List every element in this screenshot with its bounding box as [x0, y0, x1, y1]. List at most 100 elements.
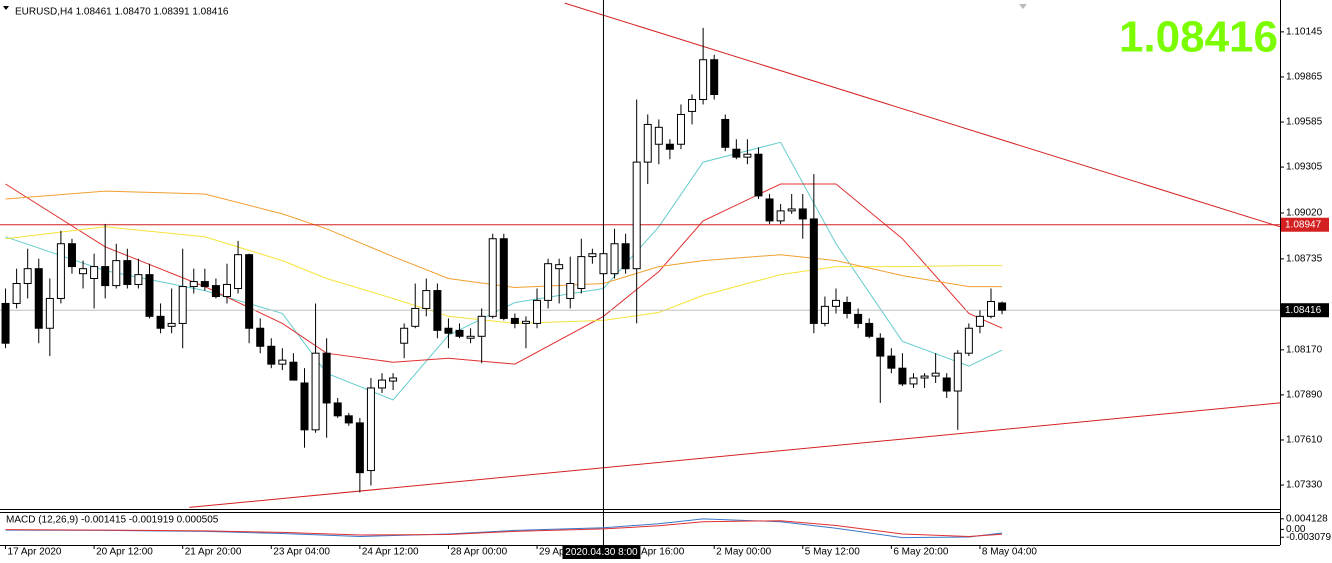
x-tick-label: 20 Apr 12:00 [96, 547, 153, 558]
candle-body [34, 268, 43, 329]
moving-average [5, 183, 1003, 365]
candle-body [975, 315, 984, 327]
candle-body [112, 260, 121, 287]
candle-body [400, 327, 409, 344]
x-tick-label: 30 Apr 16:00 [628, 547, 685, 558]
candle-body [211, 285, 220, 298]
candle-body [12, 282, 21, 304]
candle-body [344, 415, 353, 424]
candle-body [256, 327, 265, 347]
candle-body [533, 299, 542, 324]
candle-body [809, 218, 818, 324]
candle-body [987, 301, 996, 317]
x-tick-label: 8 May 04:00 [982, 547, 1037, 558]
y-tick-label: 1.09865 [1286, 72, 1323, 83]
y-tick-label: 1.09305 [1286, 162, 1323, 173]
y-tick-label: 1.07610 [1286, 435, 1323, 446]
candle-body [743, 153, 752, 158]
candle-body [654, 126, 663, 145]
candle-body [942, 377, 951, 392]
candle-body [267, 345, 276, 365]
candle-body [134, 274, 143, 285]
macd-title: MACD (12,26,9) -0.001415 -0.001919 0.000… [6, 515, 219, 526]
x-tick-label: 21 Apr 20:00 [185, 547, 242, 558]
moving-average [5, 226, 1003, 324]
candle-body [920, 375, 929, 379]
candle-body [477, 315, 486, 337]
candle-body [333, 402, 342, 417]
candle-body [488, 238, 497, 317]
candle-body [964, 327, 973, 354]
macd-y-tick-label: 0.00 [1286, 524, 1306, 535]
candle-body [710, 59, 719, 95]
macd-y-tick-label: -0.003079 [1286, 532, 1331, 543]
x-tick-label: 6 May 20:00 [893, 547, 948, 558]
macd-line [5, 520, 1003, 538]
x-tick-label: 28 Apr 00:00 [450, 547, 507, 558]
candle-body [455, 329, 464, 337]
candle-body [79, 268, 88, 275]
trendline [564, 2, 1281, 228]
candle-body [588, 253, 597, 258]
shift-marker [1019, 4, 1027, 9]
candle-body [466, 335, 475, 339]
macd-line [5, 518, 1003, 539]
y-tick-label: 1.07890 [1286, 390, 1323, 401]
candle-body [1, 302, 10, 344]
candle-body [366, 387, 375, 472]
candle-body [234, 254, 243, 289]
candle-body [45, 297, 54, 329]
x-tick-label: 5 May 12:00 [805, 547, 860, 558]
candle-body [444, 327, 453, 334]
candle-body [222, 283, 231, 298]
candle-body [765, 198, 774, 222]
candle-body [156, 315, 165, 329]
y-tick-label: 1.08170 [1286, 344, 1323, 355]
candle-body [322, 352, 331, 404]
x-tick-label: 2 May 00:00 [716, 547, 771, 558]
candle-body [289, 361, 298, 381]
candle-body [865, 322, 874, 337]
candle-body [167, 322, 176, 327]
candle-body [699, 59, 708, 100]
candle-body [67, 243, 76, 268]
candle-body [433, 290, 442, 331]
candle-body [300, 382, 309, 431]
candle-body [577, 256, 586, 289]
candle-body [145, 274, 154, 317]
candle-body [189, 281, 198, 288]
candle-body [820, 305, 829, 324]
candle-body [499, 238, 508, 319]
candle-body [355, 422, 364, 474]
candle-body [776, 210, 785, 222]
y-tick-label: 1.08735 [1286, 254, 1323, 265]
menu-arrow[interactable] [3, 6, 9, 10]
bid-label: 1.08416 [1285, 305, 1322, 316]
candle-body [754, 153, 763, 197]
level-label: 1.08947 [1285, 219, 1322, 230]
candle-body [521, 320, 530, 324]
y-tick-label: 1.09585 [1286, 117, 1323, 128]
candle-body [411, 307, 420, 327]
bid-box [1281, 303, 1329, 318]
candle-body [610, 243, 619, 275]
candle-body [245, 254, 254, 329]
candle-body [721, 118, 730, 148]
y-tick-label: 1.07330 [1286, 480, 1323, 491]
candle-body [787, 208, 796, 212]
candle-body [101, 266, 110, 287]
candle-body [178, 286, 187, 324]
candle-body [953, 352, 962, 392]
candle-body [887, 355, 896, 369]
candle-body [544, 263, 553, 301]
candle-body [311, 352, 320, 431]
candle-body [378, 379, 387, 389]
candle-body [931, 372, 940, 377]
candle-body [510, 317, 519, 324]
candle-body [123, 260, 132, 285]
candle-body [599, 253, 608, 275]
candle-body [555, 264, 564, 270]
candle-body [876, 337, 885, 357]
candle-body [998, 302, 1007, 311]
